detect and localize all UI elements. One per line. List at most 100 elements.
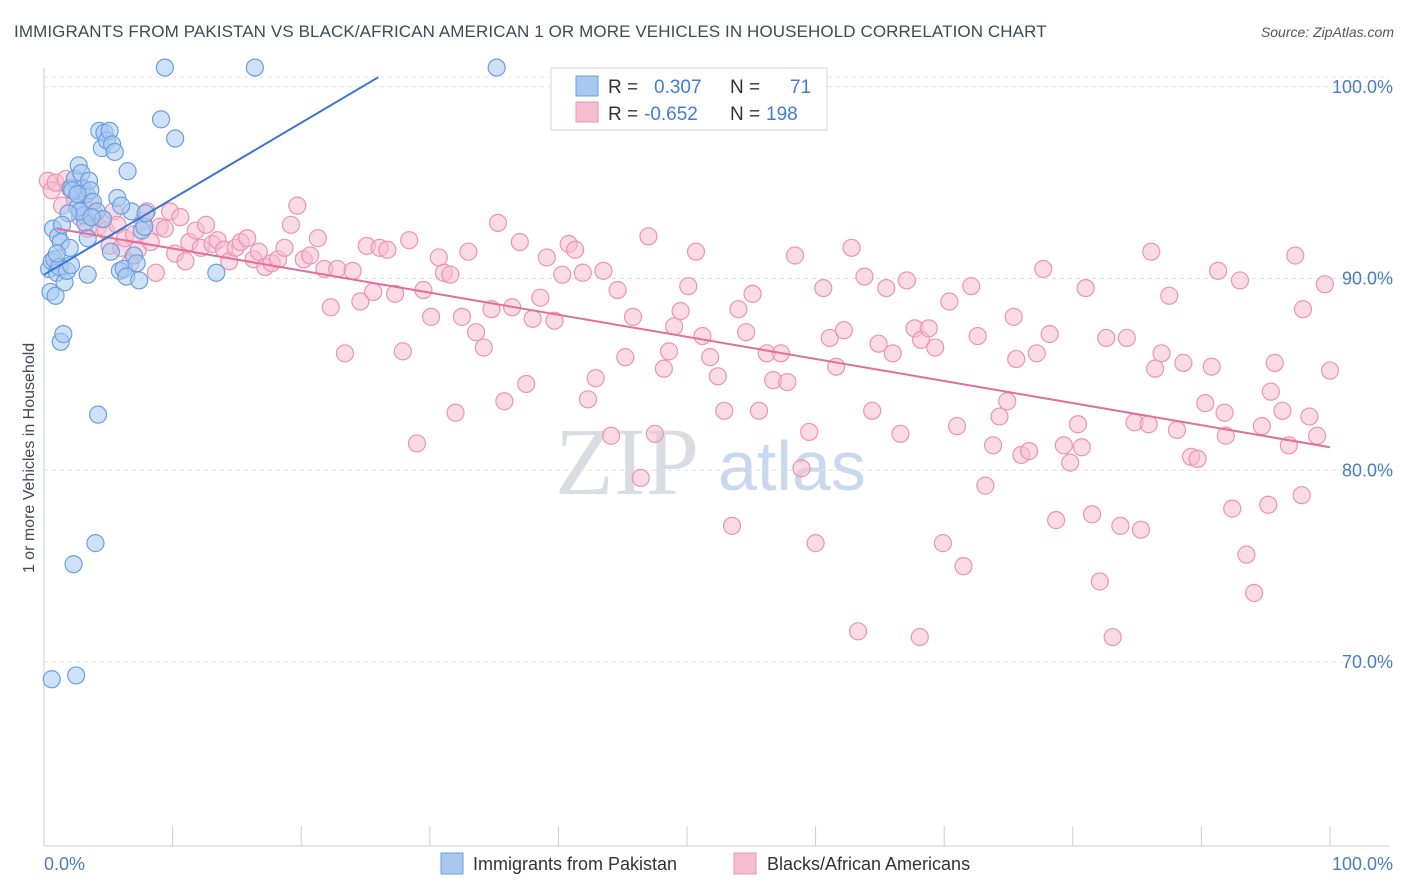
blacks-point-191 <box>1273 401 1292 420</box>
blacks-point-26 <box>146 263 165 282</box>
blacks-point-186 <box>1237 545 1256 564</box>
blacks-point-71 <box>429 248 448 267</box>
blacks-point-124 <box>800 422 819 442</box>
blacks-point-162 <box>1068 415 1088 434</box>
blacks-point-112 <box>715 401 734 420</box>
blacks-point-122 <box>785 246 805 265</box>
blacks-point-98 <box>616 348 635 367</box>
chart-title: IMMIGRANTS FROM PAKISTAN VS BLACK/AFRICA… <box>14 22 1047 41</box>
blacks-point-75 <box>452 307 472 326</box>
blacks-point-103 <box>654 359 673 378</box>
blacks-point-65 <box>385 284 405 303</box>
blacks-point-68 <box>407 434 427 453</box>
blacks-point-165 <box>1090 572 1109 591</box>
blacks-point-160 <box>1054 436 1073 455</box>
blacks-point-190 <box>1265 353 1284 372</box>
legend-r-value-pakistan: 0.307 <box>654 77 702 98</box>
blacks-point-198 <box>1320 361 1340 380</box>
blacks-point-137 <box>891 424 910 443</box>
blacks-point-94 <box>586 369 605 388</box>
blacks-point-141 <box>919 319 938 338</box>
blacks-point-117 <box>749 401 769 420</box>
blacks-point-146 <box>954 557 973 576</box>
blacks-point-85 <box>523 309 542 328</box>
blacks-point-92 <box>573 263 592 282</box>
pakistan-point-64 <box>112 196 131 215</box>
pakistan-point-55 <box>151 110 171 129</box>
legend-r-label-pakistan: R = <box>608 77 638 98</box>
bottom-legend-swatch-blacks <box>733 852 757 875</box>
blacks-point-110 <box>701 348 720 367</box>
blacks-point-83 <box>510 232 529 252</box>
legend-r-value-blacks: -0.652 <box>644 104 698 125</box>
pakistan-point-42 <box>105 142 124 162</box>
blacks-point-102 <box>645 424 664 443</box>
blacks-point-148 <box>968 326 987 346</box>
blacks-point-56 <box>321 298 340 317</box>
blacks-point-104 <box>659 342 679 361</box>
blacks-point-183 <box>1216 426 1235 445</box>
blacks-point-152 <box>998 392 1017 411</box>
blacks-point-196 <box>1308 426 1327 445</box>
legend: R = 0.307 N = 71 R = -0.652 N = 198 <box>550 67 828 131</box>
blacks-point-66 <box>393 342 412 361</box>
blacks-point-81 <box>495 392 514 411</box>
blacks-point-185 <box>1230 271 1250 290</box>
blacks-point-74 <box>446 403 465 422</box>
series-blacks-points <box>38 169 1340 647</box>
blacks-point-77 <box>466 323 486 342</box>
blacks-point-179 <box>1188 449 1207 468</box>
watermark-atlas: atlas <box>718 427 866 505</box>
blacks-point-91 <box>566 240 585 259</box>
pakistan-point-6 <box>46 286 65 305</box>
blacks-point-187 <box>1245 583 1264 603</box>
blacks-point-171 <box>1131 520 1151 539</box>
pakistan-point-20 <box>54 325 73 344</box>
y-tick-labels: 100.0% 90.0% 80.0% 70.0% <box>1332 77 1393 672</box>
blacks-point-194 <box>1293 300 1313 319</box>
blacks-point-173 <box>1146 359 1165 378</box>
blacks-point-161 <box>1061 453 1080 472</box>
pakistan-point-51 <box>127 254 146 273</box>
blacks-point-111 <box>708 367 727 386</box>
blacks-point-131 <box>848 622 868 641</box>
blacks-point-184 <box>1223 499 1242 518</box>
pakistan-point-14 <box>42 670 61 689</box>
blacks-point-189 <box>1259 495 1278 514</box>
pakistan-point-48 <box>118 162 137 181</box>
blacks-point-101 <box>639 227 658 246</box>
blacks-point-89 <box>553 265 572 284</box>
blacks-point-59 <box>343 261 362 280</box>
blacks-point-106 <box>671 302 690 321</box>
blacks-point-156 <box>1027 344 1046 363</box>
y-tick-label-3: 70.0% <box>1342 652 1393 672</box>
bottom-legend-label-pakistan: Immigrants from Pakistan <box>473 854 677 874</box>
y-tick-label-2: 80.0% <box>1342 460 1393 480</box>
chart-source: Source: ZipAtlas.com <box>1260 24 1394 40</box>
blacks-point-80 <box>488 213 508 233</box>
blacks-point-134 <box>869 334 888 353</box>
blacks-point-172 <box>1139 415 1158 434</box>
pakistan-point-56 <box>166 129 185 148</box>
pakistan-point-68 <box>68 185 87 204</box>
watermark-zip: ZIP <box>555 408 699 515</box>
blacks-point-169 <box>1117 328 1136 348</box>
blacks-point-176 <box>1167 420 1187 440</box>
blacks-point-45 <box>249 242 268 261</box>
blacks-point-31 <box>171 208 190 227</box>
legend-n-label-pakistan: N = <box>730 77 760 98</box>
blacks-point-51 <box>288 196 307 215</box>
blacks-point-126 <box>814 279 833 298</box>
blacks-point-166 <box>1097 328 1116 348</box>
blacks-point-168 <box>1111 516 1130 535</box>
y-tick-label-1: 90.0% <box>1342 269 1393 289</box>
blacks-point-62 <box>364 282 383 302</box>
pakistan-point-62 <box>47 244 66 263</box>
y-tick-label-0: 100.0% <box>1332 77 1393 97</box>
blacks-point-158 <box>1040 325 1059 344</box>
y-axis-label: 1 or more Vehicles in Household <box>21 343 38 573</box>
legend-swatch-pakistan <box>575 75 599 97</box>
blacks-point-135 <box>877 279 896 298</box>
trendline-pakistan <box>43 76 379 276</box>
